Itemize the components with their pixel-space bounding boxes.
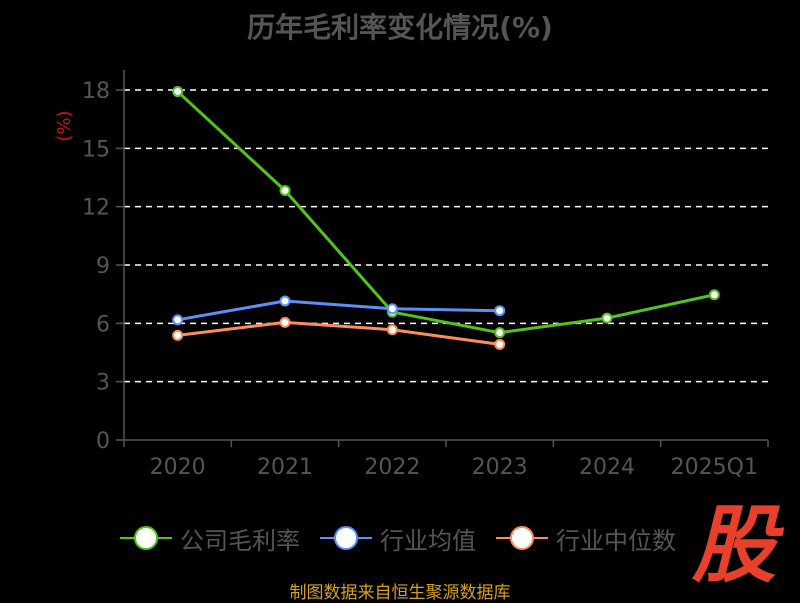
axes — [116, 70, 769, 447]
data-point — [172, 329, 184, 341]
legend-marker-icon — [120, 526, 172, 550]
watermark-logo: 股 — [692, 496, 777, 594]
legend-label: 行业均值 — [380, 526, 476, 555]
data-point — [279, 185, 291, 197]
x-tick-label: 2025Q1 — [671, 455, 758, 480]
data-point — [386, 303, 398, 315]
legend-item[interactable]: 行业中位数 — [496, 521, 676, 556]
series-line — [177, 320, 500, 346]
series-lines — [172, 86, 720, 350]
data-point — [279, 316, 291, 328]
y-tick-label: 6 — [96, 312, 110, 337]
series-line — [177, 299, 500, 322]
tick-labels: 0 3 6 9 12 15 18 2020 2021 2022 2023 2024 2025Q1 (%) — [54, 79, 758, 480]
x-tick-label: 2021 — [257, 455, 313, 480]
data-point — [386, 324, 398, 336]
x-tick-label: 2022 — [364, 455, 420, 480]
data-point — [494, 327, 506, 339]
legend: 公司毛利率 行业均值 行业中位数 — [120, 520, 696, 556]
y-tick-label: 12 — [82, 196, 110, 221]
legend-item[interactable]: 行业均值 — [320, 521, 476, 556]
x-tick-label: 2024 — [579, 455, 635, 480]
y-tick-label: 15 — [82, 137, 110, 162]
source-note: 制图数据来自恒生聚源数据库 — [289, 583, 511, 603]
data-point — [172, 314, 184, 326]
y-tick-label: 3 — [96, 371, 110, 396]
legend-item[interactable]: 公司毛利率 — [120, 521, 300, 556]
legend-label: 行业中位数 — [556, 526, 676, 555]
y-tick-label: 0 — [96, 429, 110, 454]
legend-label: 公司毛利率 — [180, 526, 300, 555]
data-point — [494, 305, 506, 317]
data-point — [601, 312, 613, 324]
legend-marker-icon — [320, 526, 372, 550]
x-tick-label: 2020 — [150, 455, 206, 480]
y-tick-label: 18 — [82, 79, 110, 104]
y-axis-label: (%) — [54, 110, 75, 141]
data-point — [279, 295, 291, 307]
data-point — [494, 338, 506, 350]
chart-title: 历年毛利率变化情况(%) — [247, 11, 553, 44]
legend-marker-icon — [496, 526, 548, 550]
data-point — [708, 289, 720, 301]
y-tick-label: 9 — [96, 254, 110, 279]
data-point — [172, 86, 184, 98]
series-line — [176, 90, 715, 335]
x-tick-label: 2023 — [472, 455, 528, 480]
